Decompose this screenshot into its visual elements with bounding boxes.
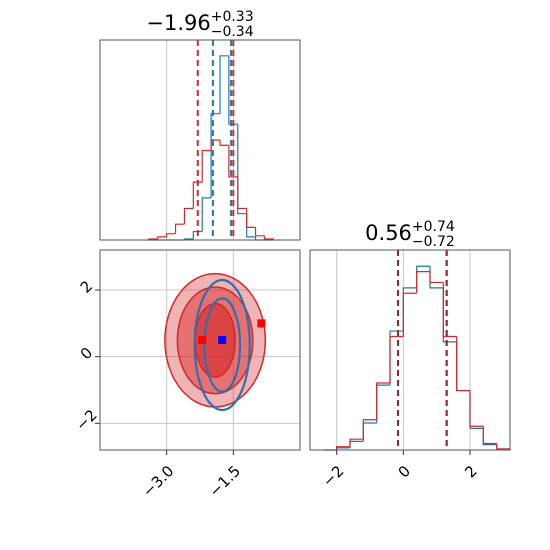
title-value: 0.56 <box>365 221 412 245</box>
x-tick-label: 0 <box>395 462 414 481</box>
contour-line <box>193 278 251 412</box>
histogram-step <box>336 446 350 450</box>
histogram-step <box>237 176 247 210</box>
histogram-step <box>469 390 484 429</box>
title-value: −1.96 <box>146 11 210 35</box>
histogram-step <box>254 227 265 237</box>
marker <box>218 336 227 344</box>
axes-frame <box>99 39 301 241</box>
histogram-step <box>166 233 176 237</box>
marker <box>198 336 207 344</box>
axes-frame <box>99 249 301 451</box>
title-plus: +0.33 <box>211 9 254 25</box>
histogram-step <box>456 336 470 392</box>
contour-line <box>203 297 242 393</box>
histogram-step <box>157 236 167 239</box>
histogram-step <box>201 197 212 232</box>
histogram-step <box>210 113 220 198</box>
x-tick-label: 2 <box>461 462 480 481</box>
x-tick-label: −3.0 <box>139 462 177 500</box>
x-tick-label: −1.5 <box>206 462 244 500</box>
histogram-step <box>469 390 484 427</box>
histogram-step <box>219 140 229 146</box>
histogram-step <box>349 440 364 448</box>
y-tick-label: 2 <box>77 277 96 296</box>
histogram-step <box>246 208 256 228</box>
histogram-step <box>362 419 377 440</box>
panel-title: 0.56+0.74 −0.72 <box>365 219 455 250</box>
histogram-step <box>362 422 377 442</box>
title-minus: −0.34 <box>211 24 254 40</box>
histogram-step <box>349 438 364 447</box>
histogram-step <box>482 426 497 445</box>
histogram-step <box>442 282 457 338</box>
histogram-step <box>376 382 390 420</box>
histogram-step <box>496 443 511 450</box>
axes-frame <box>309 249 511 451</box>
histogram-step <box>456 341 470 392</box>
histogram-step <box>183 207 194 225</box>
histogram-step <box>389 335 404 383</box>
panel-title: −1.96+0.33 −0.34 <box>146 9 253 40</box>
histogram-step <box>429 271 444 284</box>
y-tick-label: −2 <box>72 406 100 434</box>
histogram-step <box>174 223 185 234</box>
title-plus: +0.74 <box>412 219 455 235</box>
histogram-step <box>246 213 256 238</box>
histogram-step <box>228 55 238 125</box>
histogram-step <box>201 149 212 183</box>
histogram-step <box>228 145 238 178</box>
histogram-step <box>192 181 203 209</box>
histogram-step <box>442 287 457 343</box>
marker <box>257 319 266 328</box>
histogram-step <box>376 384 390 423</box>
histogram-step <box>416 265 430 288</box>
histogram-step <box>416 271 430 294</box>
histogram-step <box>219 55 229 114</box>
histogram-step <box>192 230 203 239</box>
y-tick-label: 0 <box>77 344 96 363</box>
title-minus: −0.72 <box>412 234 455 250</box>
histogram-step <box>402 287 417 332</box>
histogram-step <box>237 124 247 215</box>
histogram-step <box>263 235 274 240</box>
histogram-step <box>429 266 444 289</box>
histogram-step <box>482 428 497 446</box>
x-tick-label: −2 <box>319 462 347 490</box>
histogram-step <box>402 292 417 337</box>
histogram-step <box>389 330 404 386</box>
histogram-step <box>210 139 220 151</box>
